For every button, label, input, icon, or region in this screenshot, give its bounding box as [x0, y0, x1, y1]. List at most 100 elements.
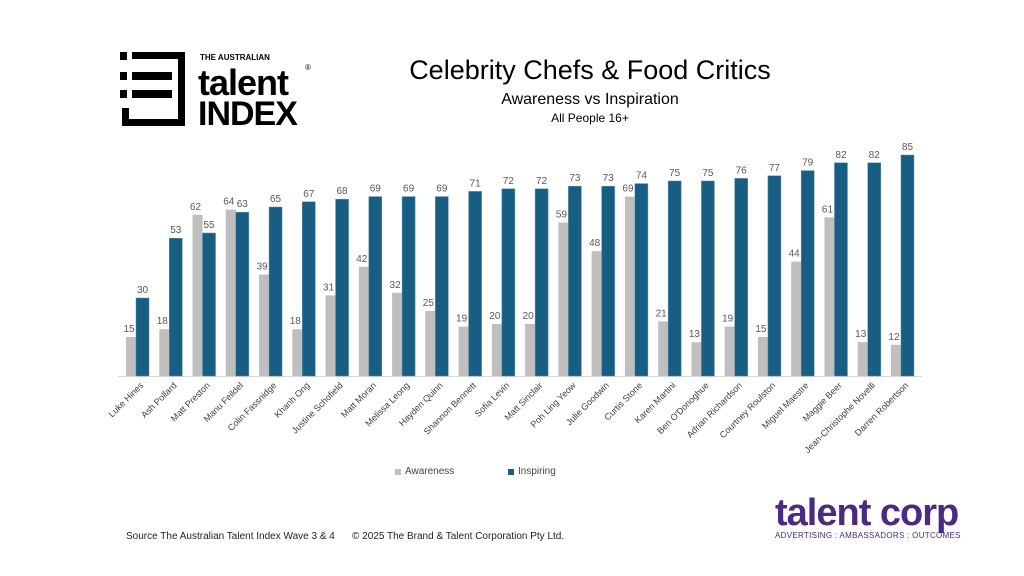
data-label-awareness: 12 [888, 332, 900, 343]
chart-subtitle: Awareness vs Inspiration [501, 91, 679, 108]
bar-inspiring [767, 175, 782, 377]
talent-corp-tagline: ADVERTISING : AMBASSADORS : OUTCOMES [775, 531, 961, 540]
logo-bottom-text: INDEX [198, 95, 298, 130]
data-label-awareness: 32 [390, 280, 402, 291]
bar-inspiring [135, 297, 150, 377]
bar-inspiring [235, 211, 250, 377]
bar-awareness [691, 342, 702, 376]
bar-inspiring [468, 191, 482, 377]
footer-copyright: © 2025 The Brand & Talent Corporation Pt… [352, 531, 565, 542]
bar-awareness [425, 311, 436, 376]
data-label-awareness: 39 [256, 262, 268, 273]
bar-awareness [292, 329, 303, 376]
bar-awareness [491, 324, 502, 376]
bar-inspiring [435, 196, 449, 377]
data-label-inspiring: 77 [769, 163, 781, 174]
bar-awareness [724, 326, 735, 376]
chart-title: Celebrity Chefs & Food Critics [409, 55, 771, 85]
bar-inspiring [169, 237, 183, 377]
legend-swatch-inspiring [508, 468, 514, 475]
bar-awareness [525, 324, 536, 376]
data-label-awareness: 18 [157, 316, 169, 327]
data-label-inspiring: 75 [702, 168, 714, 179]
data-label-inspiring: 71 [470, 178, 482, 189]
bar-awareness [624, 196, 635, 376]
data-label-inspiring: 73 [569, 173, 581, 184]
data-label-awareness: 20 [523, 311, 535, 322]
data-label-inspiring: 69 [370, 184, 382, 195]
bar-awareness [358, 266, 369, 376]
data-label-awareness: 69 [622, 184, 634, 195]
data-label-inspiring: 73 [603, 173, 615, 184]
bar-awareness [591, 251, 602, 376]
logo-registered-mark: ® [305, 63, 311, 72]
talent-corp-name: talent corp [775, 492, 959, 534]
bar-inspiring [701, 180, 715, 377]
bar-awareness [857, 342, 868, 376]
legend-swatch-awareness [395, 468, 401, 475]
bar-inspiring [601, 185, 615, 377]
data-label-awareness: 15 [755, 324, 767, 335]
bar-inspiring [335, 198, 349, 377]
data-label-awareness: 13 [855, 329, 867, 340]
bar-inspiring [900, 154, 915, 377]
legend-item-inspiring: Inspiring [508, 466, 556, 477]
talent-index-logo: THE AUSTRALIAN talent ® INDEX [120, 52, 311, 130]
bar-inspiring [834, 162, 848, 377]
bar-inspiring [734, 178, 748, 377]
data-label-inspiring: 65 [270, 194, 282, 205]
bar-inspiring [534, 188, 549, 377]
bar-awareness [458, 326, 469, 376]
legend-label-inspiring: Inspiring [518, 466, 556, 477]
bar-awareness [259, 274, 270, 376]
data-label-inspiring: 69 [436, 184, 448, 195]
data-label-inspiring: 72 [536, 176, 548, 187]
bar-inspiring [401, 196, 416, 377]
bar-inspiring [202, 232, 216, 377]
data-label-inspiring: 76 [736, 165, 748, 176]
category-label: Courtney Roulston [718, 380, 778, 440]
bar-awareness [558, 222, 569, 376]
data-label-awareness: 59 [556, 210, 568, 221]
talent-corp-logo: talent corp ADVERTISING : AMBASSADORS : … [775, 493, 961, 540]
footer-source: Source The Australian Talent Index Wave … [126, 531, 335, 542]
bar-awareness [225, 209, 236, 376]
data-label-awareness: 19 [722, 314, 734, 325]
bar-awareness [824, 217, 835, 376]
data-label-inspiring: 55 [203, 220, 215, 231]
bar-awareness [791, 261, 802, 376]
bar-awareness [392, 292, 403, 376]
data-label-awareness: 64 [223, 197, 235, 208]
data-label-inspiring: 63 [237, 199, 249, 210]
bar-inspiring [800, 170, 815, 377]
data-label-inspiring: 74 [636, 171, 648, 182]
data-label-inspiring: 67 [303, 189, 315, 200]
data-label-awareness: 61 [822, 204, 834, 215]
legend-item-awareness: Awareness [395, 466, 454, 477]
bar-inspiring [867, 162, 881, 377]
data-label-awareness: 18 [290, 316, 302, 327]
data-label-inspiring: 85 [902, 142, 914, 153]
data-label-awareness: 21 [656, 308, 668, 319]
data-label-inspiring: 69 [403, 184, 415, 195]
chart-note: All People 16+ [551, 111, 629, 125]
data-label-inspiring: 30 [137, 285, 149, 296]
bar-awareness [890, 344, 901, 376]
data-label-awareness: 31 [323, 282, 335, 293]
logo-top-text: THE AUSTRALIAN [200, 53, 270, 62]
bar-awareness [757, 337, 768, 376]
bar-inspiring [268, 206, 283, 377]
bar-inspiring [568, 185, 582, 377]
data-label-awareness: 19 [456, 314, 468, 325]
logo-mid-text: talent [198, 62, 289, 103]
data-label-inspiring: 72 [503, 176, 515, 187]
legend-label-awareness: Awareness [405, 466, 455, 477]
data-label-awareness: 42 [356, 254, 368, 265]
bar-inspiring [667, 180, 682, 377]
bar-awareness [159, 329, 170, 376]
data-label-inspiring: 75 [669, 168, 681, 179]
bar-inspiring [368, 196, 383, 377]
data-label-awareness: 15 [123, 324, 135, 335]
